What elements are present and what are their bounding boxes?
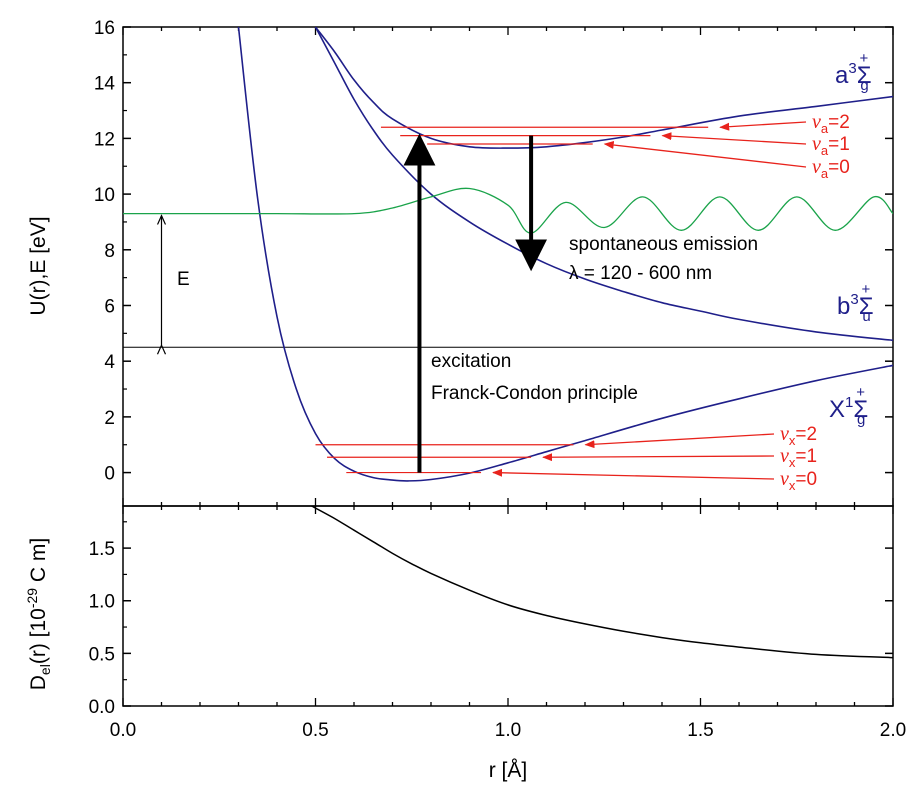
bottom-axes: 0.0 0.5 1.0 1.5 0.0 0.5 1.0 1.5 2.0 (89, 506, 906, 741)
vibrational-level-arrow (719, 121, 807, 131)
x-tick-label: 2.0 (880, 720, 906, 741)
top-y-tick-label: 0 (104, 464, 115, 485)
series-e-curve (123, 187, 893, 234)
top-series (123, 27, 893, 482)
bottom-y-tick-label: 0.5 (89, 644, 115, 665)
top-axes: 0 2 4 6 8 10 12 14 16 (94, 18, 894, 506)
x-axis-label: r [Å] (489, 759, 528, 782)
series-a3g-curve (314, 27, 893, 149)
top-panel-frame (122, 26, 894, 507)
bottom-y-tick-label: 1.5 (89, 539, 115, 560)
top-y-tick-label: 8 (104, 241, 115, 262)
top-y-tick-label: 10 (94, 185, 115, 206)
state-label-a: a3Σ+ g (835, 50, 872, 94)
top-y-tick-label: 4 (104, 352, 115, 373)
dipole-moment-curve (311, 506, 893, 659)
energy-gap-label: E (177, 269, 190, 290)
state-label-x: X1Σ+ g (829, 384, 868, 428)
vibrational-level-arrow (492, 468, 775, 480)
bottom-y-tick-label: 1.0 (89, 592, 115, 613)
vibrational-level-label: vx=2 (780, 423, 817, 448)
top-y-tick-label: 16 (94, 18, 115, 39)
bottom-y-axis-label: Del(r) [10-29 C m] (24, 538, 53, 691)
vibrational-level-label: vx=1 (780, 445, 817, 470)
franck-condon-label: Franck-Condon principle (431, 383, 638, 404)
series-b3u-curve (314, 27, 893, 342)
top-y-tick-label: 14 (94, 74, 116, 95)
excitation-label: excitation (431, 351, 511, 372)
top-y-tick-label: 6 (104, 296, 115, 317)
emission-label: spontaneous emission (569, 234, 758, 255)
vibrational-level-arrow (584, 433, 775, 449)
bottom-y-tick-label: 0.0 (89, 697, 115, 718)
top-y-axis-label: U(r),E [eV] (27, 216, 50, 315)
bottom-series (311, 506, 893, 659)
vibrational-level-arrow (542, 453, 775, 462)
vibrational-level-arrow (661, 132, 807, 145)
x-tick-label: 0.5 (302, 720, 328, 741)
bottom-panel-frame (122, 505, 894, 707)
series-x1g-curve (237, 27, 893, 482)
x-tick-label: 1.0 (495, 720, 521, 741)
vibrational-level-arrow (603, 141, 807, 168)
transition-arrows (162, 133, 548, 473)
vibrational-level-label: va=0 (812, 156, 850, 181)
vibrational-level-label: va=1 (812, 133, 850, 158)
state-label-b: b3Σ+ u (837, 281, 874, 325)
wavelength-label: λ = 120 - 600 nm (569, 263, 712, 284)
x-tick-label: 1.5 (687, 720, 713, 741)
x-tick-label: 0.0 (110, 720, 136, 741)
top-y-tick-label: 2 (104, 408, 115, 429)
vibrational-levels: va=2va=1va=0 vx=2vx=1vx=0 (315, 111, 850, 493)
top-y-tick-label: 12 (94, 129, 115, 150)
vibrational-level-label: vx=0 (780, 468, 817, 493)
vibrational-level-label: va=2 (812, 111, 850, 136)
